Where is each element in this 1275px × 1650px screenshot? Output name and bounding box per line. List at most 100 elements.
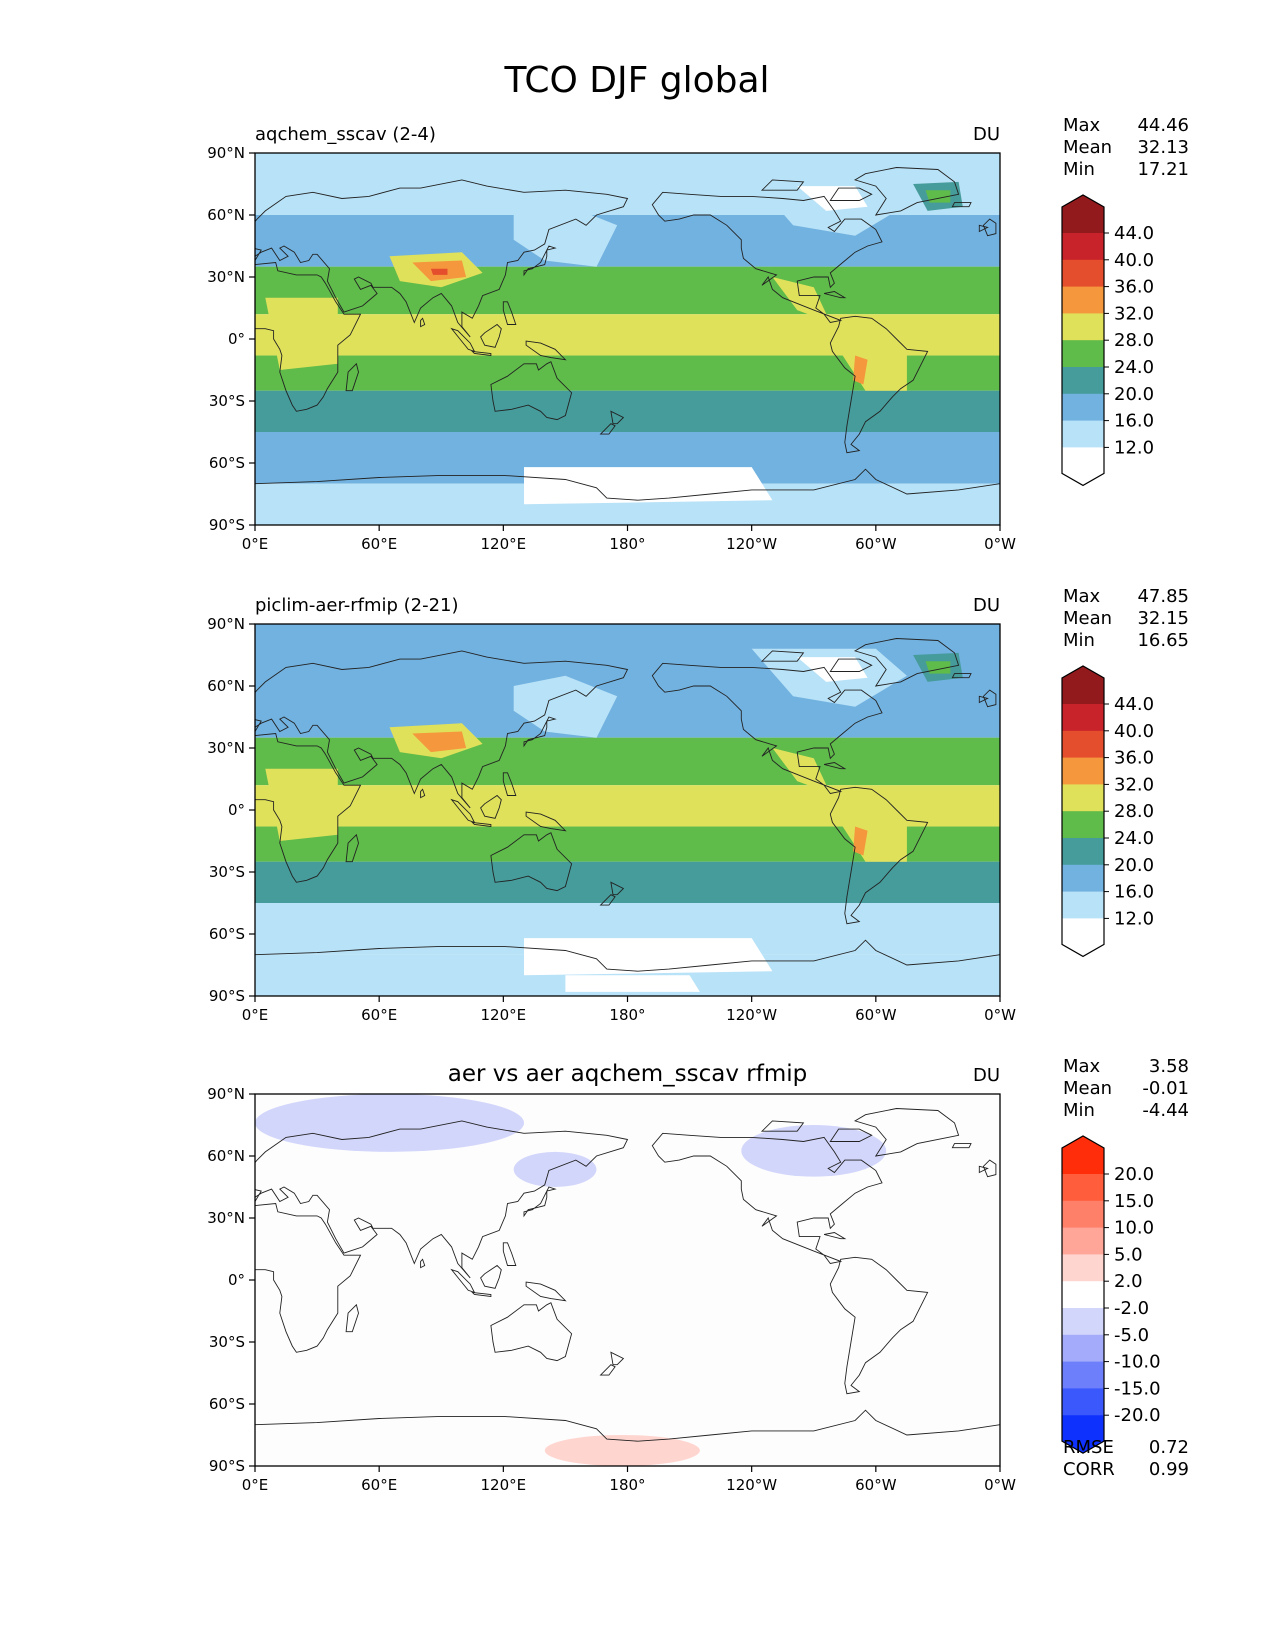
coastline	[255, 262, 362, 412]
colorbar-bin	[1062, 1334, 1104, 1363]
coastline	[853, 638, 960, 687]
contour-region	[265, 768, 338, 841]
lon-tick-label: 0°E	[242, 1476, 269, 1494]
lat-tick-label: 0°	[228, 1271, 245, 1289]
panel-title: aqchem_sscav (2-4)	[255, 124, 436, 145]
coastline	[255, 1409, 1000, 1442]
coastline	[255, 733, 362, 883]
coastline	[951, 673, 972, 679]
colorbar-label: -20.0	[1114, 1405, 1161, 1426]
colorbar-bin	[1062, 1281, 1104, 1309]
lat-tick-label: 60°S	[209, 925, 245, 943]
colorbar-label: 44.0	[1114, 694, 1154, 715]
coastline	[651, 191, 883, 323]
coastline	[829, 786, 929, 925]
coastline	[471, 1291, 492, 1298]
contour-region	[853, 826, 868, 856]
coastline	[853, 1108, 960, 1157]
unit-label: DU	[973, 1065, 1000, 1086]
lat-tick-label: 30°N	[207, 268, 245, 286]
colorbar-bin	[1062, 784, 1104, 812]
colorbar-bin	[1062, 1388, 1104, 1416]
stat-label: Mean	[1063, 1078, 1112, 1099]
lon-tick-label: 120°E	[481, 1476, 527, 1494]
colorbar-bin	[1062, 1361, 1104, 1389]
colorbar-label: 36.0	[1114, 748, 1154, 769]
lon-tick-label: 180°	[609, 535, 645, 553]
contour-region	[565, 975, 700, 992]
colorbar-bin	[1062, 393, 1104, 422]
coastline	[523, 245, 557, 277]
coastline	[829, 315, 929, 454]
stat-value: 32.15	[1137, 608, 1189, 629]
colorbar-label: 40.0	[1114, 721, 1154, 742]
colorbar-label: -5.0	[1114, 1325, 1149, 1346]
lon-tick-label: 0°W	[984, 1006, 1016, 1024]
unit-label: DU	[973, 595, 1000, 616]
lat-tick-label: 90°N	[207, 1085, 245, 1103]
lon-tick-label: 0°W	[984, 1476, 1016, 1494]
lat-tick-label: 90°S	[209, 1457, 245, 1475]
coastline	[599, 894, 616, 906]
colorbar-extend-max	[1062, 195, 1104, 233]
coastline	[255, 1120, 629, 1279]
lat-tick-label: 0°	[228, 801, 245, 819]
coastline	[480, 794, 502, 819]
colorbar-label: 5.0	[1114, 1244, 1143, 1265]
colorbar-bin	[1062, 1200, 1104, 1229]
stat-value: -4.44	[1142, 1100, 1189, 1121]
band-1	[255, 215, 1000, 267]
lat-tick-label: 0°	[228, 330, 245, 348]
colorbar-label: 28.0	[1114, 801, 1154, 822]
lon-tick-label: 0°E	[242, 1006, 269, 1024]
stat-label: Min	[1063, 159, 1095, 180]
coastline	[829, 1128, 873, 1142]
lat-tick-label: 60°S	[209, 1395, 245, 1413]
coastline	[502, 301, 517, 325]
coastline	[255, 179, 629, 338]
coastline	[599, 1364, 616, 1376]
coastline	[651, 1132, 883, 1264]
colorbar-label: -15.0	[1114, 1378, 1161, 1399]
lon-tick-label: 60°E	[361, 1476, 397, 1494]
lon-tick-label: 180°	[609, 1006, 645, 1024]
colorbar-label: 16.0	[1114, 411, 1154, 432]
footer-stat-value: 0.99	[1149, 1459, 1189, 1480]
difference-region-0	[255, 1094, 525, 1152]
stat-label: Max	[1063, 1056, 1101, 1077]
colorbar-extend-min	[1062, 918, 1104, 957]
coastline	[982, 689, 997, 708]
band-5	[255, 390, 1000, 432]
coastline	[255, 468, 1000, 501]
colorbar: 44.0 40.0 36.0 32.0 28.0 24.0 20.0 16.0 12.0	[1061, 665, 1154, 958]
coastlines	[255, 167, 1000, 501]
map-field	[255, 624, 1000, 996]
colorbar-label: 28.0	[1114, 330, 1154, 351]
coastline	[829, 187, 873, 201]
colorbar-label: 12.0	[1114, 908, 1154, 929]
colorbar-label: 20.0	[1114, 384, 1154, 405]
lon-tick-label: 60°W	[855, 535, 897, 553]
panel-title: aer vs aer aqchem_sscav rfmip	[448, 1061, 807, 1087]
colorbar-extend-max	[1062, 1136, 1104, 1174]
colorbar: 20.0 15.0 10.0 5.0 2.0 -2.0 -5.0 -10.0 -15.0 -20.…	[1061, 1135, 1161, 1454]
contour-region	[412, 731, 467, 753]
unit-label: DU	[973, 124, 1000, 145]
colorbar-extend-max	[1062, 666, 1104, 704]
coastline	[599, 423, 616, 435]
panels: aqchem_sscav (2-4) DU 90°N 60°N 30°N 0° 30°S 60…	[207, 115, 1189, 1494]
coastline	[760, 650, 805, 662]
panel-title: piclim-aer-rfmip (2-21)	[255, 595, 459, 616]
coastline	[651, 662, 883, 794]
colorbar-extend-min	[1062, 1415, 1104, 1454]
panel-p1: aqchem_sscav (2-4) DU 90°N 60°N 30°N 0° 30°S 60…	[207, 115, 1189, 553]
coastline	[525, 811, 567, 832]
colorbar-extend-min	[1062, 447, 1104, 486]
coastline	[523, 716, 557, 748]
coastline	[978, 224, 989, 233]
colorbar-bin	[1062, 286, 1104, 314]
contour-region	[797, 657, 868, 682]
lon-tick-label: 60°W	[855, 1006, 897, 1024]
stat-value: 3.58	[1149, 1056, 1189, 1077]
colorbar-bin	[1062, 864, 1104, 893]
